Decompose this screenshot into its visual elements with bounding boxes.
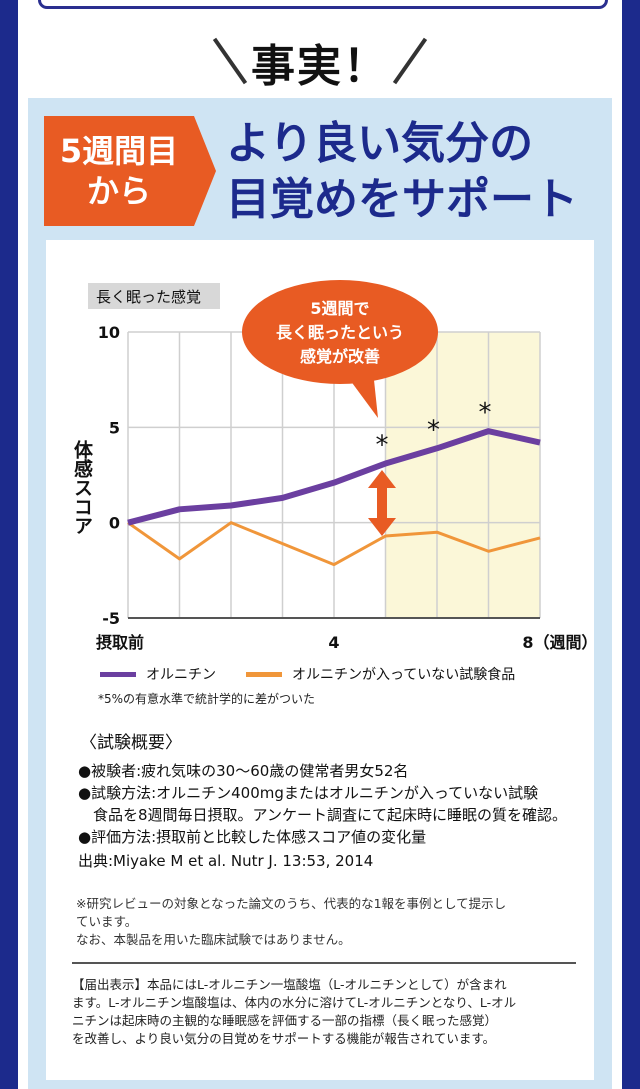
x-tick-label: 4 [328, 633, 339, 652]
callout-line2: 長く眠ったという [276, 323, 404, 342]
significance-mark: * [427, 415, 440, 445]
notification-line: ニチンは起床時の主観的な睡眠感を評価する一部の指標（長く眠った感覚） [72, 1013, 498, 1028]
notification-line: 【届出表示】本品にはL-オルニチン一塩酸塩（L-オルニチンとして）が含まれ [72, 977, 507, 992]
legend-label-ornithine: オルニチン [146, 667, 216, 683]
x-tick-label: 8（週間） [522, 633, 597, 652]
series-line-placebo [127, 521, 541, 567]
callout-bubble: 5週間で 長く眠ったという 感覚が改善 [242, 280, 438, 418]
y-tick-label: -5 [102, 609, 120, 628]
remarks-line: ※研究レビューの対象となった論文のうち、代表的な1報を事例として提示し [76, 896, 507, 911]
left-border [0, 0, 18, 1089]
legend-swatch-ornithine [100, 671, 136, 677]
callout-line1: 5週間で [310, 299, 369, 318]
top-box-edge [38, 0, 608, 9]
remarks: ※研究レビューの対象となった論文のうち、代表的な1報を事例として提示し ています… [76, 895, 576, 949]
callout-line3: 感覚が改善 [300, 347, 380, 366]
significance-mark: * [376, 431, 389, 461]
summary-bullet: ●試験方法:オルニチン400mgまたはオルニチンが入っていない試験 [78, 784, 539, 802]
highlight-region [385, 332, 540, 618]
legend-swatch-placebo [246, 671, 282, 677]
summary-title: 〈試験概要〉 [80, 733, 182, 753]
chart-title: 長く眠った感覚 [96, 288, 201, 306]
badge-line1: 5週間目 [59, 132, 179, 170]
chart-legend: オルニチン オルニチンが入っていない試験食品 [100, 664, 515, 684]
notification-line: を改善し、より良い気分の目覚めをサポートする機能が報告されています。 [72, 1031, 496, 1046]
source-citation: 出典:Miyake M et al. Nutr J. 13:53, 2014 [78, 852, 374, 870]
legend-label-placebo: オルニチンが入っていない試験食品 [292, 667, 516, 683]
y-axis-label: 体感スコア [71, 439, 93, 535]
week-badge: 5週間目 から [44, 116, 194, 226]
fact-title: 事実！ [251, 41, 389, 92]
series-line-ornithine [127, 428, 541, 526]
difference-arrow [368, 470, 396, 536]
summary-bullet: ●被験者:疲れ気味の30～60歳の健常者男女52名 [78, 762, 409, 780]
badge-line2: から [86, 172, 151, 210]
significance-mark: * [479, 398, 492, 428]
y-tick-label: 10 [98, 323, 120, 342]
notification-text: 【届出表示】本品にはL-オルニチン一塩酸塩（L-オルニチンとして）が含まれ ます… [72, 976, 578, 1048]
y-tick-label: 5 [109, 418, 120, 437]
significance-footnote: *5%の有意水準で統計学的に差がついた [98, 692, 316, 706]
badge-arrow [194, 116, 216, 226]
y-tick-label: 0 [109, 514, 120, 533]
remarks-line: ています。 [76, 914, 138, 929]
divider [72, 962, 576, 964]
summary-bullet: 食品を8週間毎日摂取。アンケート調査にて起床時に睡眠の質を確認。 [78, 806, 567, 824]
summary-bullet: ●評価方法:摂取前と比較した体感スコア値の変化量 [78, 828, 427, 846]
chart-title-background [88, 283, 220, 309]
right-border [622, 0, 640, 1089]
notification-line: ます。L-オルニチン塩酸塩は、体内の水分に溶けてL-オルニチンとなり、L-オル [72, 995, 517, 1010]
x-tick-label: 摂取前 [96, 633, 144, 652]
remarks-line: なお、本製品を用いた臨床試験ではありません。 [76, 932, 351, 947]
headline: より良い気分の 目覚めをサポート [226, 118, 578, 225]
